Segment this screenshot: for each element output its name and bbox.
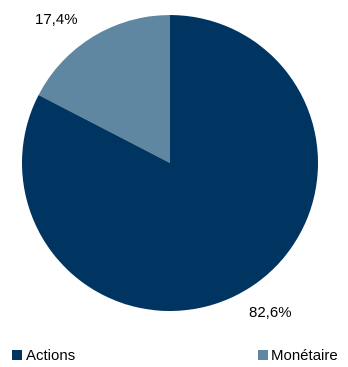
pie-slice-actions (22, 15, 319, 311)
pie-slices (22, 15, 319, 311)
slice-label-actions: 82,6% (249, 304, 292, 321)
pie-slice-monetaire (38, 15, 171, 163)
legend-swatch-monetaire (258, 350, 268, 360)
legend-label-monetaire: Monétaire (271, 347, 338, 364)
legend: Actions Monétaire (12, 347, 338, 364)
legend-label-actions: Actions (26, 347, 75, 364)
slice-label-monetaire: 17,4% (35, 11, 78, 28)
legend-swatch-actions (12, 350, 22, 360)
